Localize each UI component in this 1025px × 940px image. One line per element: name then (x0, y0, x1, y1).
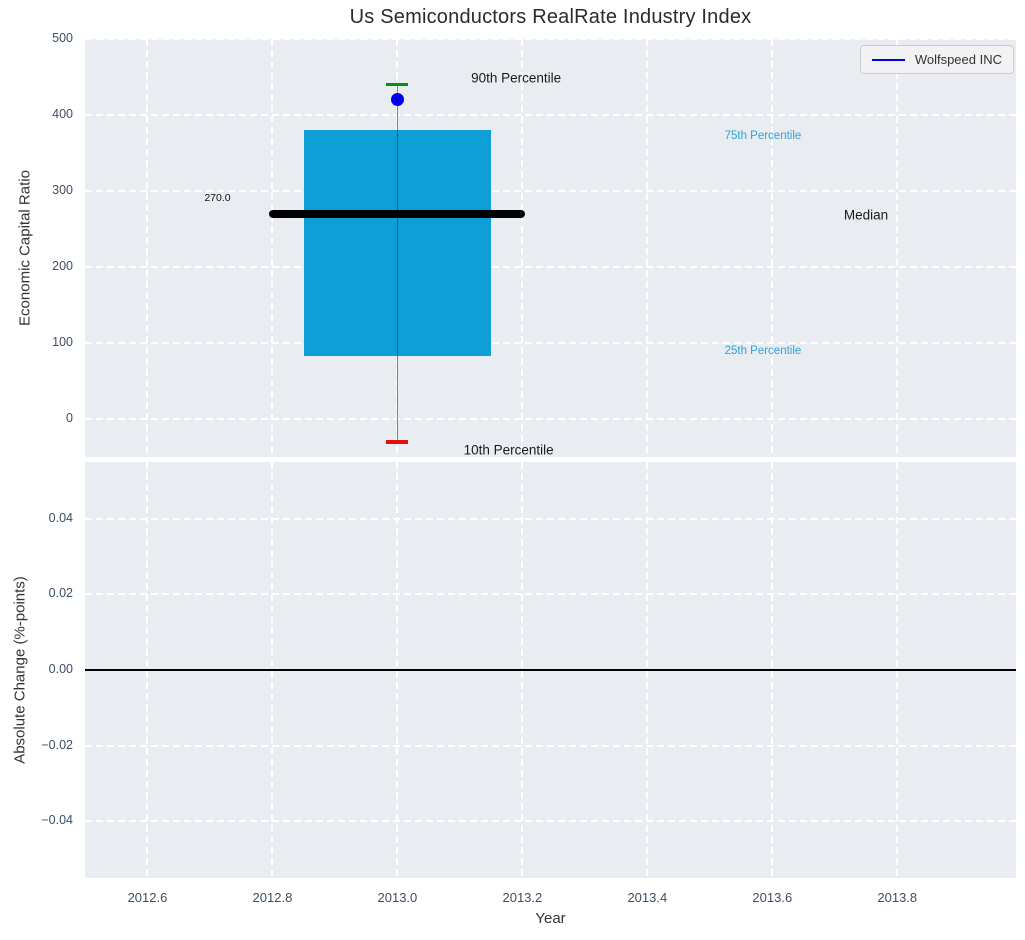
annotation-25th-percentile: 25th Percentile (724, 344, 802, 357)
y-gridline (85, 820, 1016, 823)
y-tick-label: 0.04 (48, 510, 73, 525)
x-gridline (896, 39, 899, 457)
top-y-axis-label: Economic Capital Ratio (16, 170, 34, 326)
x-tick-label: 2013.0 (377, 890, 418, 905)
y-gridline (85, 342, 1016, 344)
x-axis-label: Year (535, 910, 566, 927)
y-tick-label: 0.00 (48, 662, 73, 676)
y-gridline (85, 418, 1016, 420)
p10-cap (386, 440, 409, 444)
y-tick-label: −0.04 (41, 813, 73, 828)
annotation-90th-percentile: 90th Percentile (471, 70, 562, 86)
legend[interactable]: Wolfspeed INC (859, 45, 1014, 74)
x-tick-label: 2012.6 (127, 890, 168, 905)
x-gridline (771, 39, 774, 457)
median-line (269, 209, 526, 218)
x-gridline (646, 39, 649, 457)
y-gridline (85, 38, 1016, 40)
x-gridline (521, 39, 524, 457)
zero-reference-line (85, 669, 1016, 671)
x-gridline (271, 39, 274, 457)
whisker-line-overlay (396, 130, 399, 356)
y-tick-label: 200 (52, 259, 73, 273)
bottom-axes-plot-area: −0.04 −0.02 0.00 0.02 0.04 2012.6 2012.8 2013.0… (41, 462, 1016, 905)
y-gridline (85, 593, 1016, 596)
annotation-10th-percentile: 10th Percentile (463, 442, 554, 458)
y-gridline (85, 517, 1016, 520)
y-tick-label: 400 (52, 107, 73, 121)
y-tick-label: −0.02 (41, 737, 73, 752)
annotation-270-0: 270.0 (204, 191, 231, 204)
y-tick-label: 100 (52, 335, 73, 349)
chart-title: Us Semiconductors RealRate Industry Inde… (349, 6, 752, 28)
legend-line-sample (871, 58, 905, 61)
y-gridline (85, 190, 1016, 192)
y-tick-label: 300 (52, 183, 73, 197)
y-tick-label: 0.02 (48, 586, 73, 601)
x-tick-label: 2013.2 (502, 890, 543, 905)
y-gridline (85, 744, 1016, 747)
bottom-y-axis-label: Absolute Change (%-points) (11, 576, 29, 764)
top-axes-plot-area: 0 100 200 300 400 500 90th Percentile 75th Perc… (52, 31, 1016, 458)
y-gridline (85, 114, 1016, 116)
x-tick-label: 2012.8 (252, 890, 293, 905)
annotation-75th-percentile: 75th Percentile (724, 130, 802, 143)
y-gridline (85, 266, 1016, 268)
annotation-median: Median (843, 207, 889, 223)
x-tick-label: 2013.4 (627, 890, 668, 905)
company-data-point (390, 93, 404, 107)
p90-cap (386, 82, 409, 87)
y-tick-label: 500 (52, 31, 73, 45)
x-tick-label: 2013.8 (877, 890, 918, 905)
x-gridline (146, 39, 149, 457)
legend-label: Wolfspeed INC (914, 52, 1002, 67)
y-tick-label: 0 (66, 411, 73, 425)
x-tick-label: 2013.6 (752, 890, 793, 905)
